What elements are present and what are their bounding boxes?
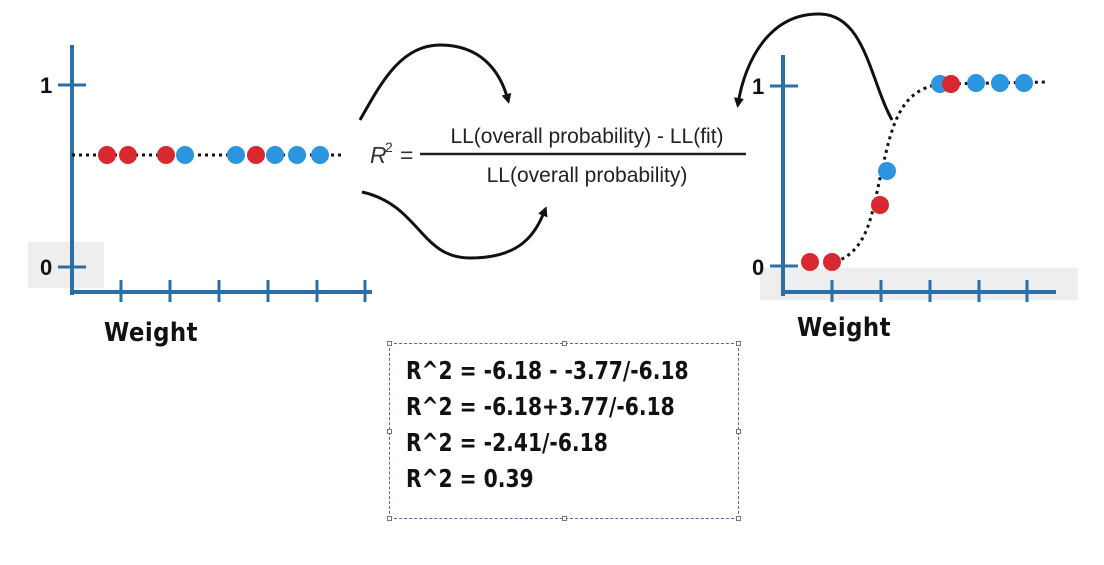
resize-handle-mr[interactable] xyxy=(736,429,741,434)
left-dot xyxy=(288,146,306,164)
calc-line-1: R^2 = -6.18 - -3.77/-6.18 xyxy=(406,356,689,385)
left-dot xyxy=(176,146,194,164)
resize-handle-tm[interactable] xyxy=(562,341,567,346)
right-backdrop xyxy=(760,268,1078,300)
left-dot xyxy=(227,146,245,164)
left-x-axis-label: Weight xyxy=(104,318,199,348)
left-dot xyxy=(311,146,329,164)
right-dot xyxy=(801,253,819,271)
right-tick-label-1: 1 xyxy=(752,74,764,99)
formula-denominator: LL(overall probability) xyxy=(487,164,688,187)
r-squared-formula: R 2 = LL(overall probability) - LL(fit) … xyxy=(370,125,746,187)
right-x-ticks xyxy=(830,280,1029,302)
left-dot xyxy=(266,146,284,164)
resize-handle-bm[interactable] xyxy=(562,516,567,521)
right-dot xyxy=(942,75,960,93)
resize-handle-bl[interactable] xyxy=(387,516,392,521)
resize-handle-br[interactable] xyxy=(736,516,741,521)
left-dot xyxy=(119,146,137,164)
calc-line-2: R^2 = -6.18+3.77/-6.18 xyxy=(406,392,675,421)
right-dot xyxy=(991,74,1009,92)
calculation-textbox[interactable]: R^2 = -6.18 - -3.77/-6.18 R^2 = -6.18+3.… xyxy=(387,341,741,521)
right-sigmoid-curve xyxy=(834,80,1049,264)
formula-numerator: LL(overall probability) - LL(fit) xyxy=(450,125,723,148)
left-plot xyxy=(58,45,372,302)
left-x-ticks xyxy=(119,280,367,302)
right-dot xyxy=(1015,74,1033,92)
left-dot xyxy=(247,146,265,164)
calc-line-4: R^2 = 0.39 xyxy=(406,464,534,493)
arrow-bottom-left xyxy=(361,190,548,260)
right-x-axis-label: Weight xyxy=(797,313,892,343)
arrow-top-left xyxy=(358,43,512,121)
right-tick-label-0: 0 xyxy=(752,255,764,280)
right-plot xyxy=(770,55,1056,302)
resize-handle-tl[interactable] xyxy=(387,341,392,346)
left-tick-label-0: 0 xyxy=(40,255,52,280)
left-dot xyxy=(157,146,175,164)
left-backdrop xyxy=(28,242,104,288)
calc-line-3: R^2 = -2.41/-6.18 xyxy=(406,428,608,457)
right-dot xyxy=(878,162,896,180)
right-dot xyxy=(967,74,985,92)
formula-r: R xyxy=(370,142,387,168)
right-dot xyxy=(871,196,889,214)
left-dot xyxy=(98,146,116,164)
arrow-top-right xyxy=(734,12,894,121)
left-dots xyxy=(98,146,329,164)
formula-exponent: 2 xyxy=(385,139,393,155)
right-dot xyxy=(823,253,841,271)
left-tick-label-1: 1 xyxy=(40,73,52,98)
resize-handle-tr[interactable] xyxy=(736,341,741,346)
resize-handle-ml[interactable] xyxy=(387,429,392,434)
formula-equals: = xyxy=(400,142,413,168)
